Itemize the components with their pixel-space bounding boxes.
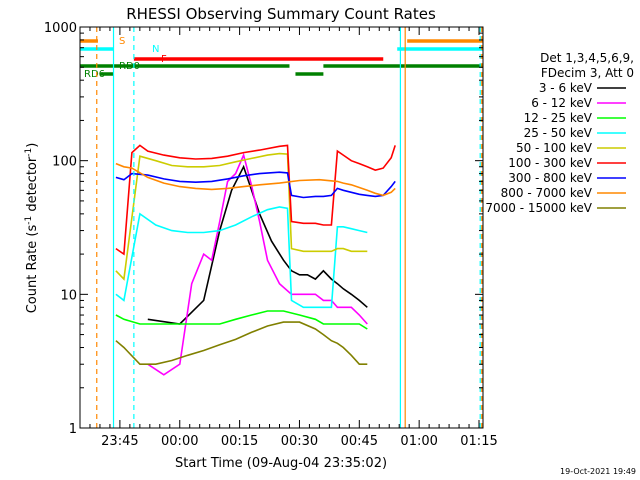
legend-label: 3 - 6 keV — [539, 81, 593, 95]
chart-title: RHESSI Observing Summary Count Rates — [126, 5, 436, 23]
y-tick-label: 1 — [69, 422, 77, 437]
flag-label-rd6: RD6 — [84, 69, 105, 80]
y-axis-label: Count Rate (s-1 detector-1) — [24, 143, 40, 314]
legend-label: 300 - 800 keV — [508, 171, 592, 185]
legend-label: 7000 - 15000 keV — [485, 201, 592, 215]
x-tick-label: 00:00 — [161, 434, 198, 449]
legend: Det 1,3,4,5,6,9, FDecim 3, Att 0 3 - 6 k… — [485, 51, 634, 215]
legend-label: 6 - 12 keV — [531, 96, 593, 110]
footer-timestamp: 19-Oct-2021 19:49 — [560, 467, 636, 476]
x-tick-label: 23:45 — [101, 434, 138, 449]
y-axis-ticks: 1 10 100 1000 — [44, 21, 483, 437]
x-axis-ticks: 23:45 00:00 00:15 00:30 00:45 01:00 01:15 — [79, 27, 498, 449]
time-markers — [96, 27, 483, 428]
x-tick-label: 00:15 — [221, 434, 258, 449]
legend-label: 25 - 50 keV — [524, 126, 593, 140]
y-tick-label: 10 — [60, 288, 77, 303]
y-tick-label: 1000 — [44, 21, 77, 36]
series-line-8 — [115, 162, 396, 197]
series-line-2 — [147, 152, 368, 376]
flag-label-n: N — [152, 44, 159, 55]
series-line-4 — [115, 206, 368, 309]
flag-bars: S NF RD0 RD6 — [80, 36, 483, 80]
x-axis-label: Start Time (09-Aug-04 23:35:02) — [175, 456, 387, 471]
x-tick-label: 00:30 — [281, 434, 318, 449]
x-tick-label: 01:15 — [460, 434, 497, 449]
flag-label-rd0: RD0 — [119, 61, 140, 72]
series-line-9 — [115, 321, 368, 366]
series-line-5 — [115, 152, 368, 281]
y-tick-label: 100 — [52, 155, 77, 170]
legend-header-2: FDecim 3, Att 0 — [541, 66, 634, 80]
series-line-7 — [115, 171, 396, 199]
legend-label: 50 - 100 keV — [516, 141, 593, 155]
legend-header-1: Det 1,3,4,5,6,9, — [540, 51, 634, 65]
legend-label: 12 - 25 keV — [524, 111, 593, 125]
legend-label: 800 - 7000 keV — [501, 186, 593, 200]
flag-label-f: F — [161, 54, 167, 65]
series-line-1 — [147, 164, 368, 325]
series-layer — [115, 144, 396, 376]
series-line-3 — [115, 310, 368, 330]
x-tick-label: 00:45 — [341, 434, 378, 449]
legend-label: 100 - 300 keV — [508, 156, 592, 170]
flag-label-s: S — [119, 36, 125, 47]
plot-frame — [79, 26, 484, 429]
x-tick-label: 01:00 — [400, 434, 437, 449]
